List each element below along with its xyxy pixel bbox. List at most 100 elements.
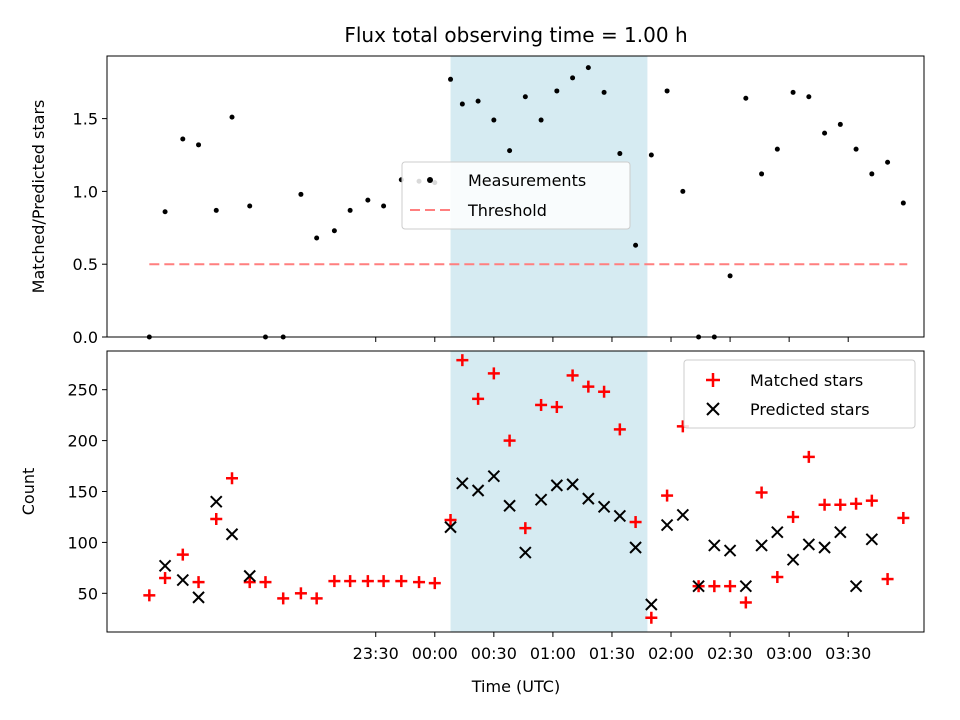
predicted-star-point xyxy=(692,579,705,593)
matched-star-point xyxy=(428,577,441,590)
measurement-point xyxy=(180,136,186,142)
matched-star-point xyxy=(787,510,800,523)
matched-star-point xyxy=(259,576,272,589)
measurement-point xyxy=(837,121,843,127)
predicted-star-point xyxy=(158,559,172,573)
measurement-point xyxy=(347,207,353,213)
matched-star-point xyxy=(472,392,485,405)
matched-star-point xyxy=(503,434,516,447)
top-y-ticks: 0.0 0.5 1.0 1.5 xyxy=(73,110,107,347)
bot-ytick-label: 100 xyxy=(67,533,98,552)
matched-star-point xyxy=(755,486,768,499)
measurement-point xyxy=(522,94,528,100)
matched-star-point xyxy=(598,385,611,398)
matched-star-point xyxy=(377,575,390,588)
predicted-star-point xyxy=(243,569,256,583)
matched-star-point xyxy=(645,611,658,624)
matched-star-point xyxy=(487,367,500,380)
predicted-star-point xyxy=(597,500,611,513)
predicted-star-point xyxy=(550,479,564,492)
measurement-point xyxy=(680,188,686,194)
matched-star-point xyxy=(210,512,223,525)
measurement-point xyxy=(900,200,906,206)
predicted-star-point xyxy=(739,579,753,593)
predicted-star-point xyxy=(534,493,548,506)
predicted-star-point xyxy=(865,533,879,546)
predicted-star-point xyxy=(786,553,800,566)
predicted-star-point xyxy=(519,546,532,559)
legend-measurements-label: Measurements xyxy=(468,171,586,190)
bot-xtick-label: 00:30 xyxy=(471,644,517,663)
measurement-point xyxy=(365,197,371,203)
top-panel: 0.0 0.5 1.0 1.5 Matched/Predicted stars Mea… xyxy=(29,55,925,347)
bottom-x-ticks: 23:30 00:00 00:30 01:00 01:30 02:00 02:30 03:00… xyxy=(353,632,871,663)
bot-xtick-label: 03:00 xyxy=(766,644,812,663)
measurement-point xyxy=(196,142,202,148)
measurement-point xyxy=(885,159,891,165)
matched-star-point xyxy=(226,472,239,485)
bot-ytick-label: 200 xyxy=(67,432,98,451)
top-axes-frame xyxy=(106,55,925,338)
matched-star-point xyxy=(159,572,172,585)
measurement-point xyxy=(507,148,513,154)
matched-star-point xyxy=(708,580,721,593)
top-legend: Measurements Threshold xyxy=(401,161,631,230)
top-y-axis-label: Matched/Predicted stars xyxy=(29,100,48,294)
measurement-point xyxy=(869,171,875,177)
predicted-star-point xyxy=(176,573,190,587)
predicted-star-point xyxy=(503,499,516,512)
bot-ytick-label: 250 xyxy=(67,381,98,400)
matched-star-point xyxy=(739,596,752,609)
predicted-star-point xyxy=(566,478,579,491)
matched-star-point xyxy=(519,522,532,535)
matched-star-point xyxy=(535,398,548,411)
matched-star-point xyxy=(444,514,457,527)
matched-star-point xyxy=(629,516,642,529)
measurement-point xyxy=(633,242,639,248)
bot-ytick-label: 50 xyxy=(78,584,98,603)
top-ytick-label: 0.0 xyxy=(73,328,98,347)
measurement-point xyxy=(790,89,796,95)
measurement-point xyxy=(475,98,481,104)
measurement-point xyxy=(601,89,607,95)
matched-star-point xyxy=(550,400,563,413)
predicted-star-point xyxy=(676,508,690,522)
measurement-point xyxy=(806,94,812,100)
measurement-point xyxy=(648,152,654,158)
predicted-star-point xyxy=(660,518,674,532)
predicted-star-point xyxy=(723,544,737,557)
predicted-star-point xyxy=(444,520,457,534)
predicted-star-point xyxy=(849,579,863,593)
matched-star-point xyxy=(413,576,426,589)
chart-title: Flux total observing time = 1.00 h xyxy=(344,23,687,47)
matched-star-point xyxy=(865,494,878,507)
x-axis-label: Time (UTC) xyxy=(471,677,560,696)
legend-threshold-label: Threshold xyxy=(467,201,547,220)
measurement-point xyxy=(727,273,733,279)
predicted-star-point xyxy=(613,509,627,523)
matched-star-point xyxy=(361,575,374,588)
bot-xtick-label: 03:30 xyxy=(825,644,871,663)
matched-star-point xyxy=(850,497,863,510)
matched-star-point xyxy=(566,369,579,382)
predicted-star-point xyxy=(582,492,595,505)
predicted-star-point xyxy=(708,539,721,552)
matched-star-point xyxy=(582,380,595,393)
matched-star-point xyxy=(724,580,737,593)
legend-measurements-marker xyxy=(427,177,433,183)
matched-star-point xyxy=(771,571,784,584)
measurement-point xyxy=(213,207,219,213)
matched-star-point xyxy=(897,511,910,524)
measurement-point xyxy=(822,130,828,136)
measurement-point xyxy=(314,235,320,241)
matched-star-point xyxy=(661,489,674,502)
matched-star-point xyxy=(456,354,469,367)
predicted-star-point xyxy=(645,598,658,611)
bottom-axes-frame xyxy=(106,350,925,633)
bot-xtick-label: 23:30 xyxy=(353,644,399,663)
bot-ytick-label: 150 xyxy=(67,483,98,502)
bottom-panel: 50 100 150 200 250 23:30 00:00 00:30 01:00 01:30… xyxy=(19,350,925,696)
bottom-legend: Matched stars Predicted stars xyxy=(683,359,916,429)
matched-star-point xyxy=(176,548,189,561)
